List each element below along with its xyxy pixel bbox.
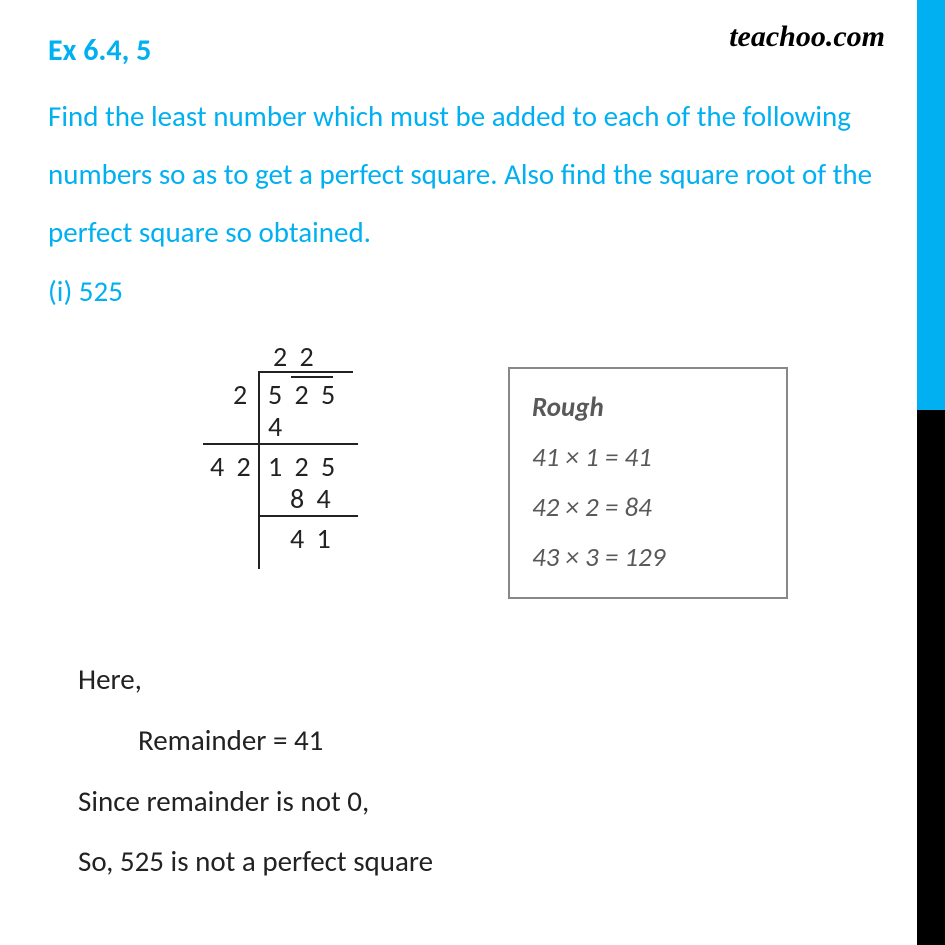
explain-line: Here,	[78, 649, 875, 710]
side-stripe-bottom	[917, 410, 945, 945]
explanation: Here, Remainder = 41 Since remainder is …	[48, 649, 875, 893]
rough-line: 43 × 3 = 129	[532, 533, 764, 583]
step-line-1	[203, 443, 358, 445]
quotient: 2 2	[273, 339, 317, 374]
question-text: Find the least number which must be adde…	[48, 87, 875, 261]
subpart-label: (i) 525	[48, 273, 875, 309]
step-line-2	[258, 515, 358, 517]
division-bracket-vertical	[258, 371, 260, 569]
subtract-1: 4	[268, 409, 285, 444]
remainder: 4 1	[290, 521, 334, 556]
work-area: 2 2 2 5 2 5 4 4 2 1 2 5 8 4 4 1	[48, 339, 875, 599]
explain-line: So, 525 is not a perfect square	[78, 831, 875, 892]
brand-logo: teachoo.com	[729, 20, 885, 54]
long-division-diagram: 2 2 2 5 2 5 4 4 2 1 2 5 8 4 4 1	[178, 339, 398, 569]
rough-work-box: Rough 41 × 1 = 41 42 × 2 = 84 43 × 3 = 1…	[508, 367, 788, 599]
side-stripe-top	[917, 0, 945, 410]
explain-line: Remainder = 41	[78, 710, 875, 771]
rough-line: 42 × 2 = 84	[532, 483, 764, 533]
rough-title: Rough	[532, 383, 764, 433]
page-content: Ex 6.4, 5 Find the least number which mu…	[0, 0, 945, 892]
dividend: 5 2 5	[268, 377, 338, 412]
explain-line: Since remainder is not 0,	[78, 771, 875, 832]
subtract-2: 8 4	[290, 481, 334, 516]
divisor-1: 2	[233, 377, 250, 412]
bring-down: 1 2 5	[268, 449, 338, 484]
rough-line: 41 × 1 = 41	[532, 433, 764, 483]
divisor-2: 4 2	[210, 449, 254, 484]
division-bracket-top	[258, 371, 353, 373]
